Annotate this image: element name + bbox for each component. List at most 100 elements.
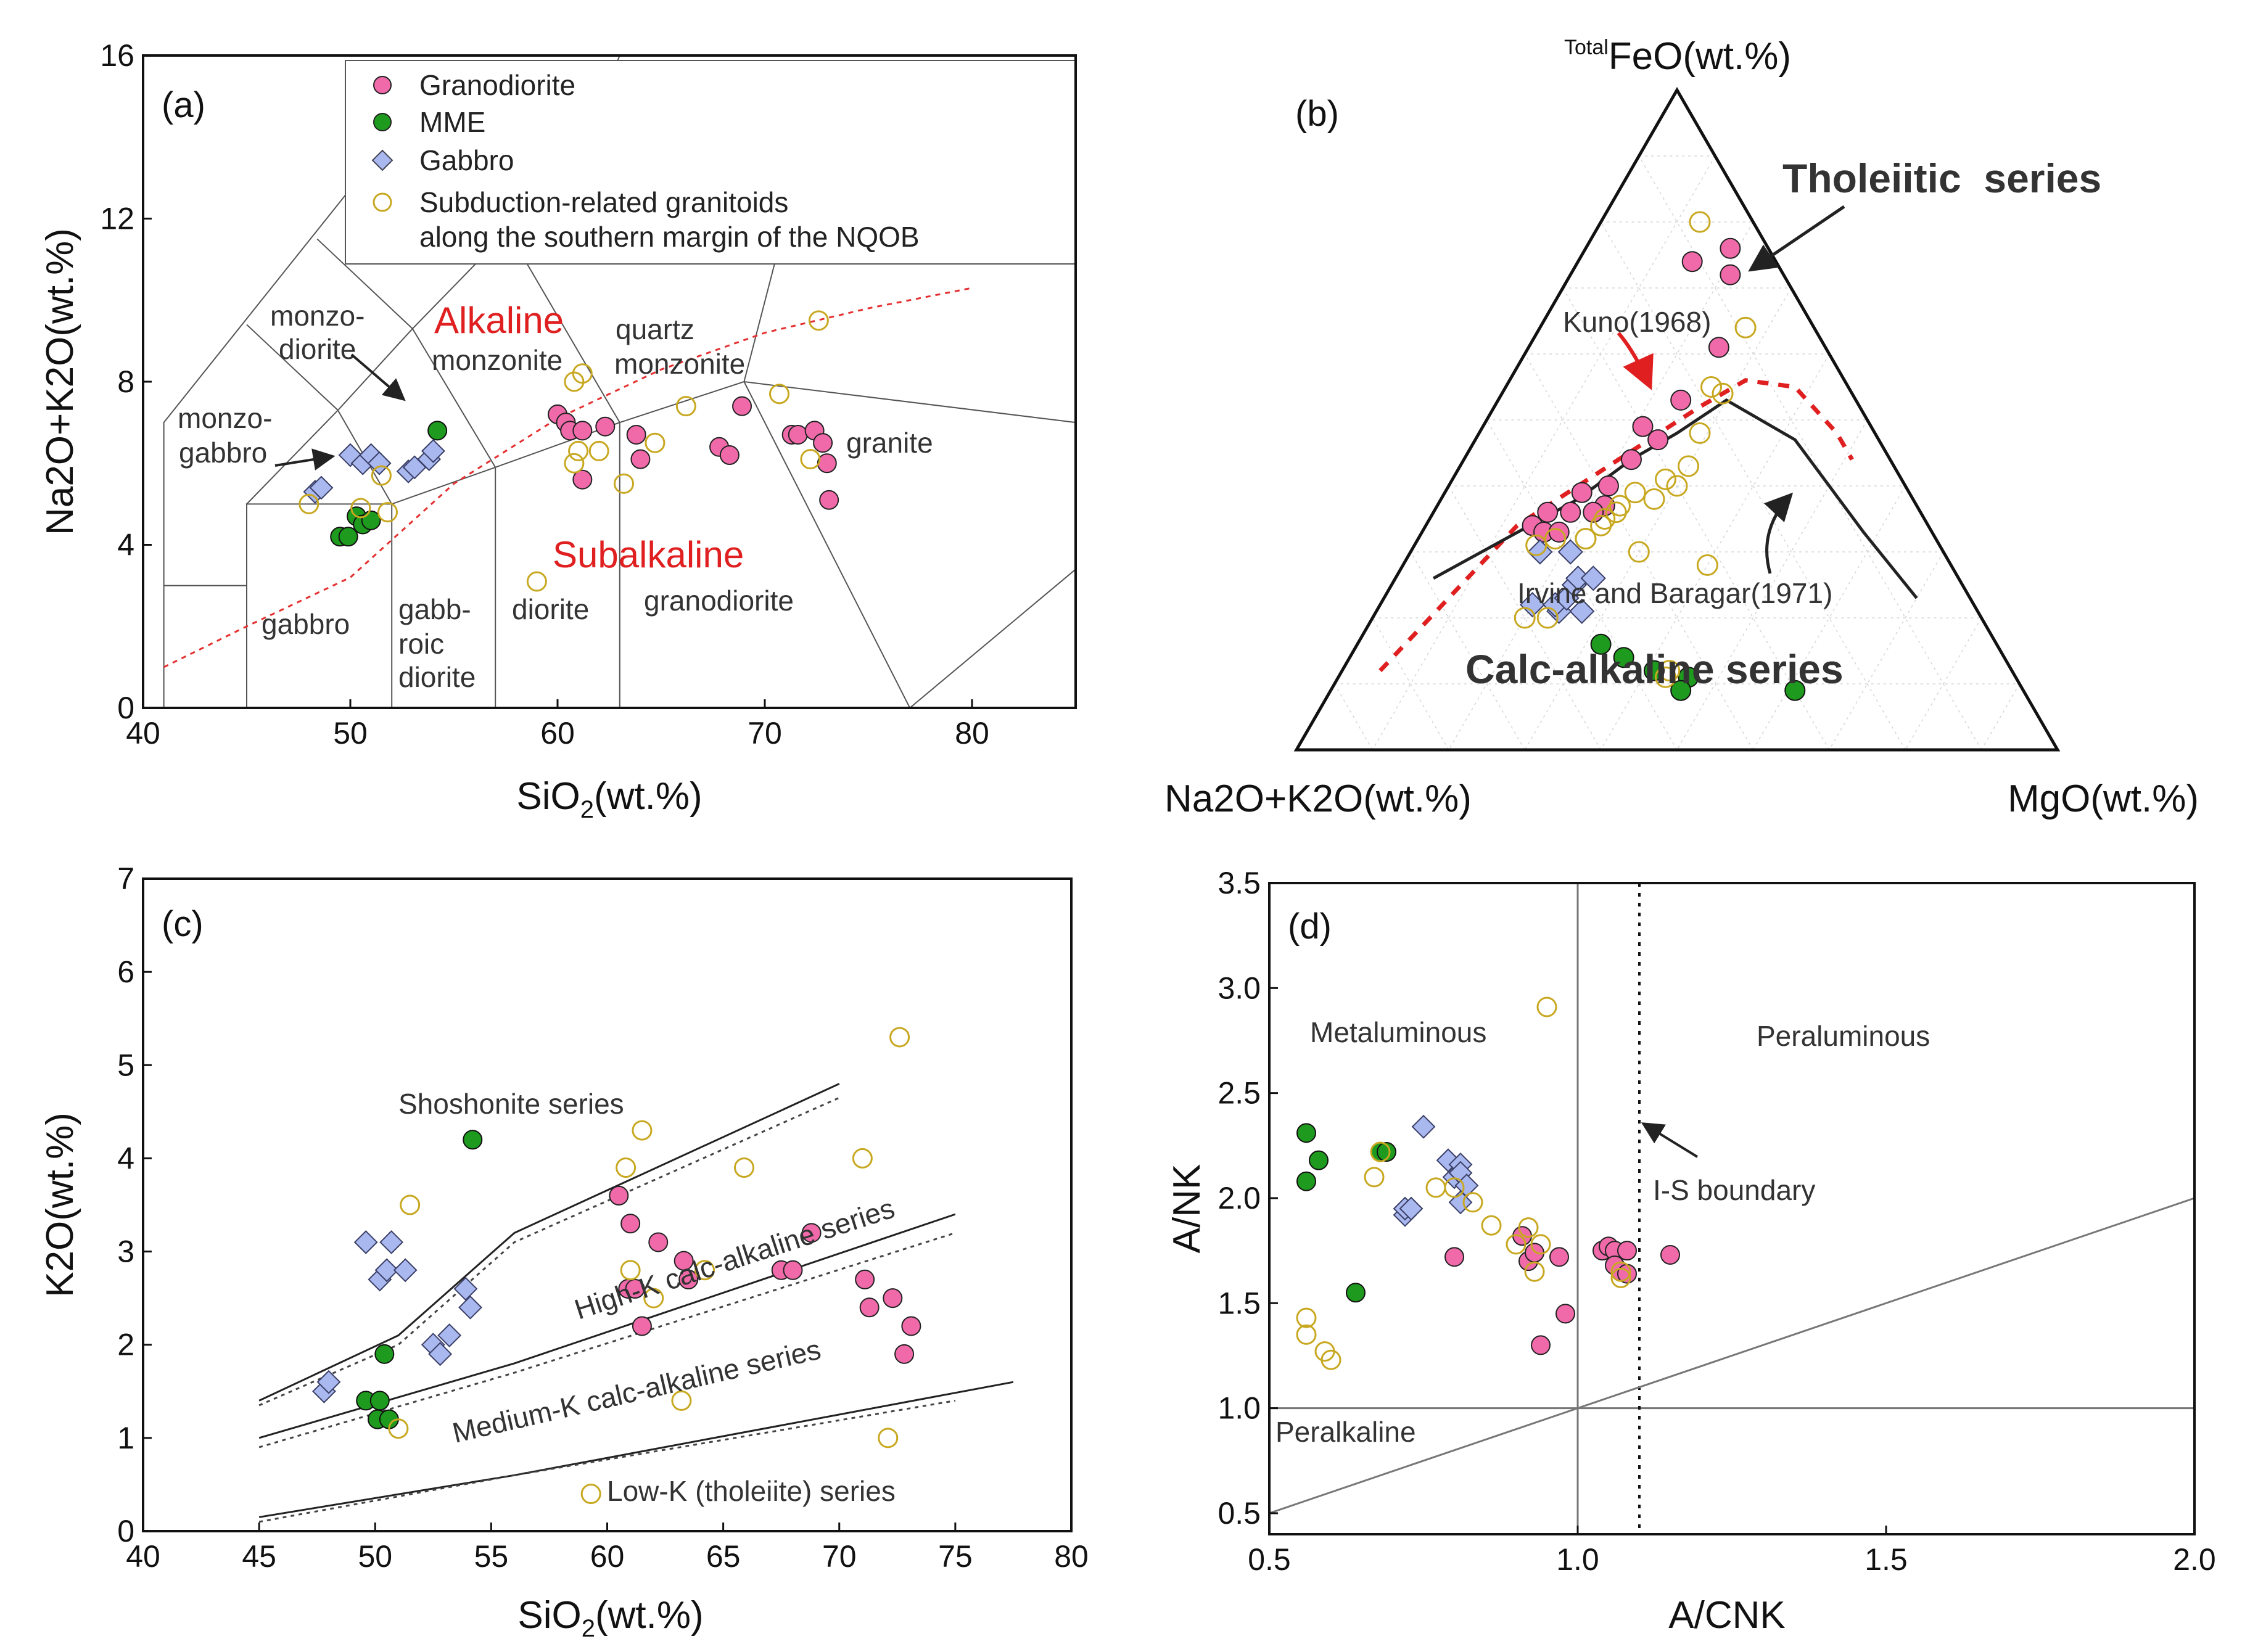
field-label-gabbroic-1: gabb- (398, 593, 471, 625)
legend-label-gabbro: Gabbro (419, 144, 514, 176)
ternary-grid-line (1372, 617, 1449, 750)
kuno-label: Kuno(1968) (1563, 306, 1711, 338)
panel-c-point-granodiorite-2 (620, 1214, 641, 1234)
low-k-series-label: Low-K (tholeiite) series (607, 1475, 896, 1507)
field-label-monzogabbro-2: gabbro (179, 437, 267, 469)
panel-c-series-boundaries (258, 1083, 1014, 1523)
panel-d-point-subduction-6 (1425, 1177, 1446, 1198)
panel-b-point-subduction-18 (1628, 541, 1650, 563)
panel-a-point-subduction-4 (526, 571, 547, 592)
panel-d-y-tick-label: 3.0 (1218, 971, 1261, 1005)
alkaline-subalkaline-divider (163, 287, 973, 668)
panel-a-x-tick-label: 80 (955, 716, 989, 750)
field-label-quartz-monzonite: monzonite (614, 348, 745, 380)
ternary-apex-right-label: MgO(wt.%) (2008, 778, 2199, 820)
panel-a-point-subduction-7 (564, 453, 585, 474)
panel-a-point-granodiorite-14 (813, 433, 833, 453)
irvine-arrow (1763, 492, 1794, 574)
ternary-grid-line (1524, 353, 1754, 750)
tas-field-boundary-8 (316, 238, 497, 468)
legend-marker-gabbro (371, 149, 394, 171)
panel-c-x-title-main: SiO (517, 1594, 581, 1637)
panel-d-point-subduction-3 (1321, 1349, 1341, 1370)
panel-b-point-subduction-7 (1666, 475, 1688, 497)
legend-marker-subduction (373, 192, 392, 212)
panel-a-point-subduction-2 (371, 465, 392, 486)
metaluminous-label: Metaluminous (1310, 1016, 1486, 1048)
panel-b-point-granodiorite-9 (1597, 475, 1619, 496)
panel-b-point-subduction-23 (1654, 666, 1676, 688)
panel-a-y-tick-label: 16 (100, 38, 134, 73)
ternary-grid-line (1905, 617, 1982, 750)
panel-d-point-mme-1 (1296, 1171, 1316, 1191)
panel-c-point-subduction-7 (671, 1390, 692, 1411)
panel-c-point-subduction-5 (632, 1120, 653, 1141)
panel-a-x-axis-title: SiO2(wt.%) (516, 775, 702, 823)
panel-b-point-subduction-4 (1689, 422, 1711, 444)
panel-c-plot-frame (142, 877, 1073, 1532)
tas-field-boundary-13 (909, 569, 1076, 709)
panel-c-point-subduction-10 (852, 1148, 873, 1169)
panel-d-point-subduction-15 (1610, 1267, 1631, 1288)
legend-label-subduction-line2: along the southern margin of the NQOB (419, 221, 920, 253)
panel-c-point-subduction-11 (878, 1428, 899, 1449)
panel-b-point-granodiorite-11 (1583, 501, 1604, 523)
shoshonite-series-label: Shoshonite series (398, 1088, 624, 1120)
panel-b-point-subduction-15 (1544, 528, 1567, 550)
panel-a-point-subduction-1 (350, 498, 371, 519)
panel-c-y-tick-label: 7 (117, 861, 134, 896)
field-label-monzodiorite-2: diorite (279, 333, 356, 365)
panel-a-y-tick-label: 12 (100, 202, 134, 236)
peralkaline-diagonal-line (1269, 1197, 2195, 1514)
panel-a-x-title-tail: (wt.%) (594, 775, 703, 818)
panel-b-point-granodiorite-12 (1560, 501, 1581, 523)
panel-c-point-granodiorite-13 (883, 1288, 903, 1309)
panel-d-anka-acnk: 0.5 1.0 1.5 2.0 0.5 1.0 1.5 2.0 2.5 3.0 3.5 (d) Me… (1166, 866, 2216, 1637)
panel-d-point-granodiorite-5 (1549, 1247, 1569, 1267)
kuno-arrow (1617, 332, 1654, 390)
panel-c-point-gabbro-1 (316, 1370, 341, 1394)
panel-c-x-tick-label: 40 (126, 1539, 160, 1574)
panel-b-afm-ternary: (b) TotalFeO(wt.%) Na2O+K2O(wt.%) MgO(wt… (1164, 35, 2199, 820)
panel-a-point-granodiorite-12 (788, 424, 808, 445)
panel-d-point-granodiorite-0 (1444, 1247, 1464, 1267)
panel-d-point-mme-5 (1377, 1142, 1396, 1162)
panel-c-point-granodiorite-4 (632, 1316, 652, 1336)
panel-c-point-granodiorite-9 (783, 1260, 803, 1280)
field-label-granodiorite: granodiorite (644, 585, 794, 617)
annotation-arrow-monzogabbro (274, 448, 336, 471)
legend-box (345, 60, 1077, 265)
field-label-monzodiorite-1: monzo- (270, 300, 365, 332)
panel-c-point-granodiorite-7 (678, 1269, 699, 1289)
field-label-quartz: quartz (616, 313, 694, 345)
panel-b-point-granodiorite-8 (1571, 482, 1593, 503)
panel-d-point-mme-0 (1296, 1123, 1316, 1143)
panel-d-point-subduction-1 (1296, 1307, 1317, 1328)
panel-c-point-granodiorite-6 (674, 1251, 694, 1271)
panel-b-point-gabbro-9 (1557, 539, 1583, 565)
panel-c-point-subduction-4 (620, 1260, 641, 1281)
panel-a-point-subduction-6 (572, 363, 593, 384)
panel-a-x-tick-label: 40 (126, 716, 160, 750)
panel-c-x-title-tail: (wt.%) (595, 1594, 704, 1637)
panel-d-y-axis-title: A/NK (1166, 1164, 1208, 1254)
panel-b-point-granodiorite-4 (1670, 389, 1692, 411)
panel-c-point-gabbro-9 (437, 1323, 462, 1348)
kuno-1968-line (1378, 378, 1854, 673)
panel-c-point-gabbro-6 (393, 1258, 418, 1283)
irvine-label: Irvine and Baragar(1971) (1517, 577, 1832, 609)
field-label-monzonite: monzonite (432, 344, 562, 376)
panel-b-point-subduction-16 (1525, 534, 1547, 556)
panel-b-point-gabbro-2 (1519, 591, 1546, 618)
panel-c-point-gabbro-10 (453, 1276, 478, 1301)
panel-c-x-tick-label: 50 (358, 1539, 392, 1574)
panel-b-point-gabbro-8 (1527, 539, 1553, 565)
ternary-grid-line (1676, 419, 1868, 750)
region-label-alkaline: Alkaline (434, 300, 564, 341)
field-label-gabbroic-3: diorite (398, 661, 476, 693)
panel-b-point-subduction-19 (1696, 554, 1718, 576)
ternary-grid-line (1448, 485, 1602, 750)
k-series-dotted-line-2 (258, 1399, 956, 1523)
